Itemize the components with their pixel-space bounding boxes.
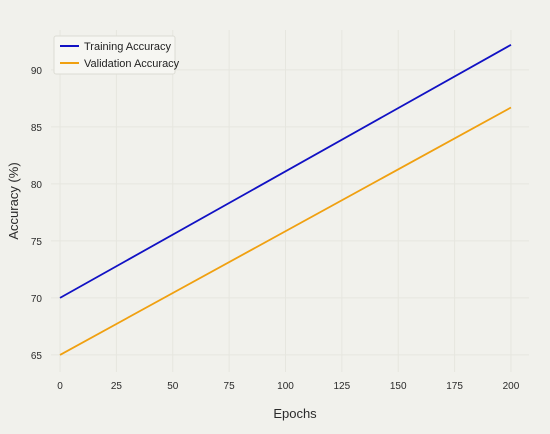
y-tick-label: 80 [31,180,43,191]
x-tick-label: 200 [503,381,520,392]
x-axis-title: Epochs [273,406,317,421]
y-tick-label: 85 [31,123,43,134]
series-line-1 [59,106,512,356]
x-tick-label: 100 [277,381,294,392]
x-tick-label: 125 [334,381,351,392]
x-tick-label: 75 [224,381,236,392]
x-tick-label: 150 [390,381,407,392]
series-lines [59,44,512,356]
y-tick-label: 70 [31,294,43,305]
legend-box [53,35,176,75]
legend-label-1: Validation Accuracy [84,58,180,70]
x-tick-label: 50 [167,381,179,392]
x-tick-label: 175 [446,381,463,392]
y-tick-label: 75 [31,237,43,248]
y-tick-label: 90 [31,66,43,77]
x-tick-label: 25 [111,381,123,392]
y-axis-ticks: 65 70 75 80 85 90 [31,66,43,362]
legend-label-0: Training Accuracy [84,41,172,53]
y-axis-title: Accuracy (%) [6,162,21,239]
y-tick-label: 65 [31,351,43,362]
x-tick-label: 0 [57,381,63,392]
legend: Training Accuracy Validation Accuracy [53,35,180,75]
x-axis-ticks: 0 25 50 75 100 125 150 175 200 [57,381,520,392]
series-line-0 [59,44,512,299]
